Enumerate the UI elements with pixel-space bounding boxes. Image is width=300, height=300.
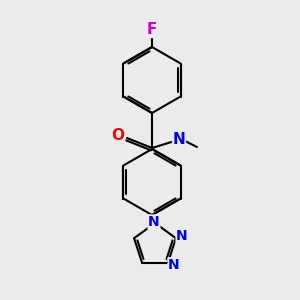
Text: O: O [112, 128, 124, 143]
Text: N: N [168, 258, 180, 272]
Text: N: N [176, 229, 188, 243]
Text: F: F [147, 22, 157, 38]
Text: N: N [148, 215, 160, 229]
Text: N: N [172, 131, 185, 146]
